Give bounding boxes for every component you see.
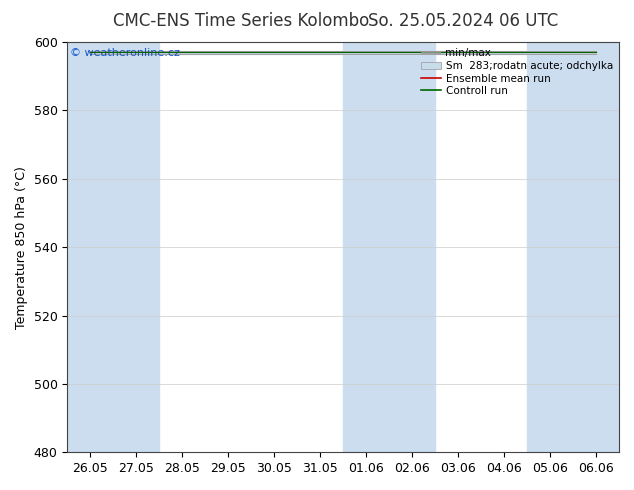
Bar bbox=[389, 42, 435, 452]
Bar bbox=[113, 42, 159, 452]
Legend: min/max, Sm  283;rodatn acute; odchylka, Ensemble mean run, Controll run: min/max, Sm 283;rodatn acute; odchylka, … bbox=[417, 45, 616, 99]
Text: © weatheronline.cz: © weatheronline.cz bbox=[70, 48, 180, 58]
Bar bbox=[67, 42, 113, 452]
Y-axis label: Temperature 850 hPa (°C): Temperature 850 hPa (°C) bbox=[15, 166, 28, 329]
Text: So. 25.05.2024 06 UTC: So. 25.05.2024 06 UTC bbox=[368, 12, 558, 30]
Text: CMC-ENS Time Series Kolombo: CMC-ENS Time Series Kolombo bbox=[113, 12, 369, 30]
Bar bbox=[573, 42, 619, 452]
Bar bbox=[343, 42, 389, 452]
Bar bbox=[527, 42, 573, 452]
